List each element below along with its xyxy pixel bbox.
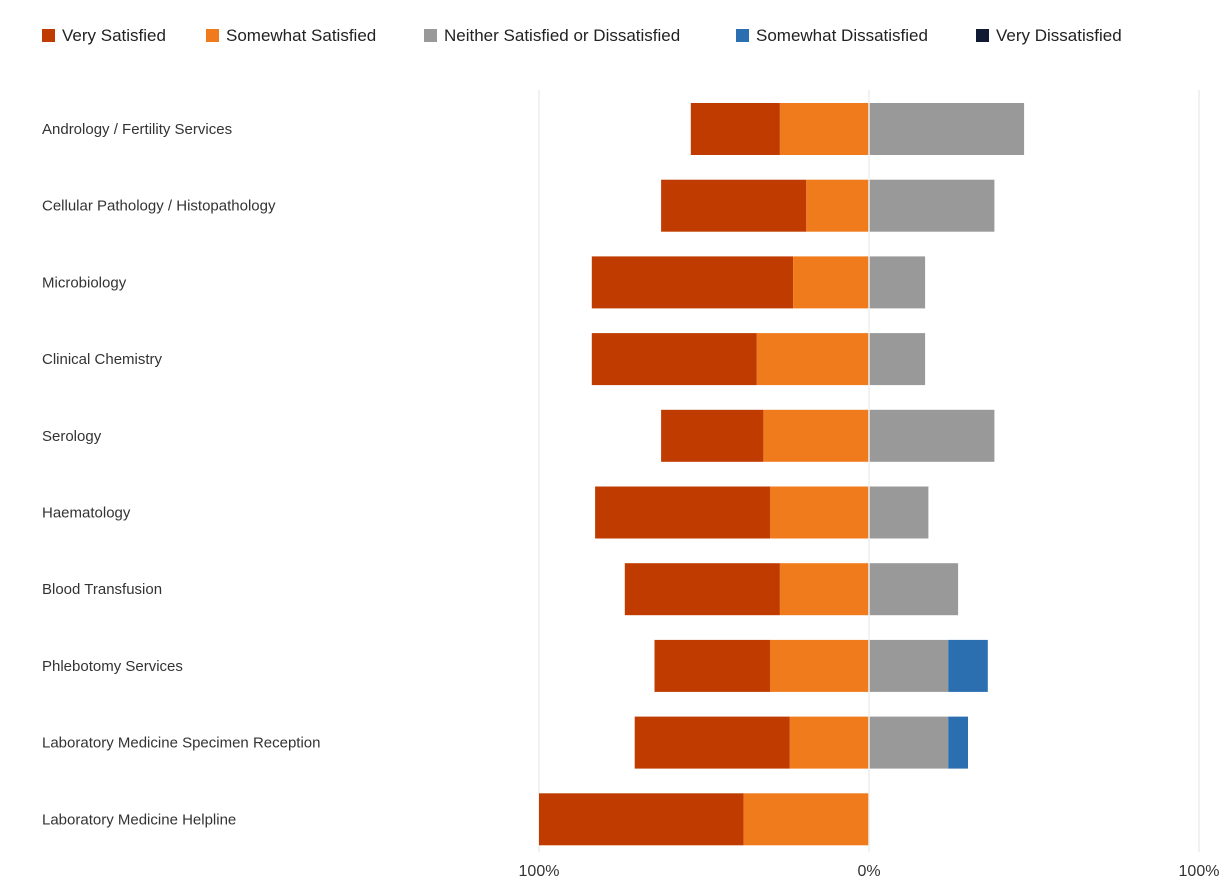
bar-serology-somewhat-satisfied: [763, 409, 869, 462]
legend-item-somewhat-satisfied: Somewhat Satisfied: [206, 26, 376, 45]
bar-andrology-fertility-services-neither-satisfied-or-dissatisfied: [869, 103, 1025, 155]
bar-laboratory-medicine-helpline-very-satisfied: [539, 793, 744, 846]
legend-swatch-somewhat-satisfied: [206, 29, 219, 42]
category-label-laboratory-medicine-specimen-reception: Laboratory Medicine Specimen Reception: [42, 735, 321, 752]
bar-group-blood-transfusion: [624, 563, 959, 616]
category-label-laboratory-medicine-helpline: Laboratory Medicine Helpline: [42, 811, 236, 828]
category-label-clinical-chemistry: Clinical Chemistry: [42, 351, 163, 368]
bar-blood-transfusion-neither-satisfied-or-dissatisfied: [869, 563, 959, 616]
tick-label-2: 100%: [1179, 863, 1220, 880]
category-labels: Andrology / Fertility Services Cellular P…: [42, 121, 321, 828]
legend-label-somewhat-satisfied: Somewhat Satisfied: [226, 26, 376, 45]
legend-swatch-very-dissatisfied: [976, 29, 989, 42]
legend-label-somewhat-dissatisfied: Somewhat Dissatisfied: [756, 26, 928, 45]
bar-haematology-neither-satisfied-or-dissatisfied: [869, 486, 929, 539]
tick-label-1: 0%: [857, 863, 880, 880]
legend-item-somewhat-dissatisfied: Somewhat Dissatisfied: [736, 26, 928, 45]
bar-laboratory-medicine-specimen-reception-somewhat-satisfied: [789, 716, 869, 769]
bar-clinical-chemistry-very-satisfied: [591, 333, 757, 386]
bar-haematology-very-satisfied: [595, 486, 770, 539]
bar-laboratory-medicine-specimen-reception-neither-satisfied-or-dissatisfied: [869, 716, 949, 769]
bar-phlebotomy-services-neither-satisfied-or-dissatisfied: [869, 639, 949, 692]
bar-group-laboratory-medicine-helpline: [539, 793, 869, 846]
bar-group-microbiology: [591, 256, 926, 309]
bar-haematology-somewhat-satisfied: [770, 486, 869, 539]
tick-label-0: 100%: [519, 863, 560, 880]
bar-andrology-fertility-services-very-satisfied: [690, 103, 780, 155]
legend: Very Satisfied Somewhat Satisfied Neither …: [42, 26, 1122, 45]
bar-andrology-fertility-services-somewhat-satisfied: [779, 103, 869, 155]
x-axis-ticks: 100% 0% 100%: [519, 863, 1220, 880]
legend-label-very-satisfied: Very Satisfied: [62, 26, 166, 45]
legend-label-neither-satisfied-or-dissatisfied: Neither Satisfied or Dissatisfied: [444, 26, 680, 45]
bar-microbiology-neither-satisfied-or-dissatisfied: [869, 256, 926, 309]
bar-laboratory-medicine-helpline-somewhat-satisfied: [743, 793, 869, 846]
bar-laboratory-medicine-specimen-reception-very-satisfied: [634, 716, 790, 769]
legend-item-neither-satisfied-or-dissatisfied: Neither Satisfied or Dissatisfied: [424, 26, 680, 45]
legend-item-very-dissatisfied: Very Dissatisfied: [976, 26, 1122, 45]
bar-cellular-pathology-histopathology-very-satisfied: [661, 179, 807, 232]
bar-group-serology: [661, 409, 995, 462]
category-label-andrology-fertility-services: Andrology / Fertility Services: [42, 121, 232, 138]
bar-phlebotomy-services-somewhat-dissatisfied: [948, 639, 988, 692]
bar-phlebotomy-services-somewhat-satisfied: [770, 639, 869, 692]
bar-clinical-chemistry-somewhat-satisfied: [756, 333, 869, 386]
category-label-phlebotomy-services: Phlebotomy Services: [42, 658, 183, 675]
bars: [539, 103, 1025, 846]
bar-group-andrology-fertility-services: [690, 103, 1025, 155]
category-label-haematology: Haematology: [42, 505, 131, 522]
category-label-cellular-pathology-histopathology: Cellular Pathology / Histopathology: [42, 198, 276, 215]
bar-microbiology-very-satisfied: [591, 256, 794, 309]
bar-cellular-pathology-histopathology-somewhat-satisfied: [806, 179, 869, 232]
bar-group-laboratory-medicine-specimen-reception: [634, 716, 968, 769]
bar-microbiology-somewhat-satisfied: [793, 256, 869, 309]
bar-laboratory-medicine-specimen-reception-somewhat-dissatisfied: [948, 716, 968, 769]
bar-clinical-chemistry-neither-satisfied-or-dissatisfied: [869, 333, 926, 386]
category-label-serology: Serology: [42, 428, 102, 445]
bar-blood-transfusion-very-satisfied: [624, 563, 780, 616]
bar-group-clinical-chemistry: [591, 333, 926, 386]
legend-swatch-very-satisfied: [42, 29, 55, 42]
category-label-microbiology: Microbiology: [42, 274, 127, 291]
bar-group-phlebotomy-services: [654, 639, 988, 692]
bar-blood-transfusion-somewhat-satisfied: [779, 563, 869, 616]
bar-group-cellular-pathology-histopathology: [661, 179, 995, 232]
bar-serology-neither-satisfied-or-dissatisfied: [869, 409, 995, 462]
bar-phlebotomy-services-very-satisfied: [654, 639, 770, 692]
legend-label-very-dissatisfied: Very Dissatisfied: [996, 26, 1122, 45]
legend-swatch-neither-satisfied-or-dissatisfied: [424, 29, 437, 42]
legend-swatch-somewhat-dissatisfied: [736, 29, 749, 42]
bar-serology-very-satisfied: [661, 409, 764, 462]
legend-item-very-satisfied: Very Satisfied: [42, 26, 166, 45]
category-label-blood-transfusion: Blood Transfusion: [42, 581, 162, 598]
bar-group-haematology: [595, 486, 929, 539]
bar-cellular-pathology-histopathology-neither-satisfied-or-dissatisfied: [869, 179, 995, 232]
